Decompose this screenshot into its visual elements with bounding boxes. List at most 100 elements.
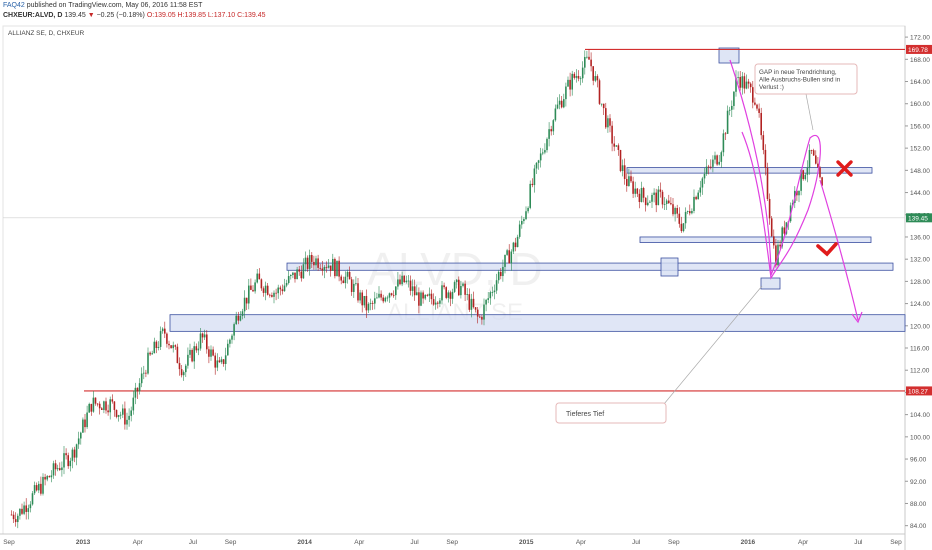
candle-body xyxy=(195,346,198,351)
candle-body xyxy=(659,189,662,192)
projection-arrow-line xyxy=(819,179,859,321)
candle-body xyxy=(180,369,183,376)
candle-body xyxy=(306,257,309,269)
x-tick-label: Jul xyxy=(189,539,198,546)
candle-body xyxy=(25,505,27,512)
price-tag xyxy=(906,44,932,54)
trend-annotation-curve xyxy=(729,59,821,280)
candle-body xyxy=(155,341,158,349)
candle-body xyxy=(289,275,292,277)
candle-body xyxy=(184,365,187,373)
price-tag-label: 139.45 xyxy=(908,215,928,222)
tieferes-tief-label: Tieferes Tief xyxy=(566,411,604,418)
candle-body xyxy=(279,287,282,290)
candle-body xyxy=(302,264,305,279)
candle-body xyxy=(691,210,693,214)
candle-body xyxy=(294,272,296,280)
y-tick-label: 84.00 xyxy=(910,523,927,530)
candle-body xyxy=(79,432,82,439)
candle-body xyxy=(680,223,683,232)
candle-body xyxy=(535,162,538,169)
candle-body xyxy=(476,309,479,317)
candle-body xyxy=(667,200,670,204)
candle-body xyxy=(212,349,214,356)
candle-body xyxy=(531,183,534,186)
candle-body xyxy=(434,302,437,305)
candle-body xyxy=(541,152,544,154)
candle-body xyxy=(510,251,513,264)
x-tick-label: Jul xyxy=(632,539,641,546)
candle-body xyxy=(243,297,246,312)
candle-body xyxy=(619,149,622,171)
candle-body xyxy=(308,255,311,269)
candle-body xyxy=(94,397,97,404)
candle-body xyxy=(138,383,141,392)
candle-body xyxy=(142,372,145,374)
candle-body xyxy=(600,103,603,105)
candle-body xyxy=(455,279,458,283)
candle-body xyxy=(275,292,277,294)
price-tag-label: 169.78 xyxy=(908,47,928,54)
candle-body xyxy=(56,468,59,470)
author-link[interactable]: FAQ42 xyxy=(3,2,25,9)
candle-body xyxy=(350,279,353,292)
y-tick-label: 120.00 xyxy=(910,323,930,330)
candle-body xyxy=(449,292,452,299)
change-arrow-icon: ▼ xyxy=(87,12,95,19)
candle-body xyxy=(247,285,250,304)
highlight-box xyxy=(760,277,781,290)
candle-body xyxy=(325,266,328,268)
x-tick-label: Jul xyxy=(410,539,419,546)
candle-body xyxy=(502,266,504,277)
candle-body xyxy=(783,227,786,234)
candle-body xyxy=(363,295,366,306)
candle-body xyxy=(607,118,609,128)
candle-body xyxy=(376,297,378,299)
candle-body xyxy=(54,463,57,470)
candle-body xyxy=(296,269,298,280)
candle-body xyxy=(380,293,382,298)
candle-body xyxy=(90,403,93,412)
y-tick-label: 124.00 xyxy=(910,301,930,308)
candle-body xyxy=(67,455,69,467)
candle-body xyxy=(132,397,135,411)
candle-body xyxy=(405,280,408,283)
candle-body xyxy=(321,268,324,271)
candle-body xyxy=(10,514,13,516)
candle-body xyxy=(628,176,630,187)
candle-body xyxy=(733,91,735,106)
candle-body xyxy=(462,283,464,286)
candle-body xyxy=(693,196,695,211)
candle-body xyxy=(663,203,666,205)
candle-body xyxy=(709,166,712,168)
highlight-box xyxy=(718,47,740,64)
candle-body xyxy=(96,403,99,405)
candle-body xyxy=(233,324,235,336)
candle-body xyxy=(625,178,628,187)
candle-body xyxy=(432,299,435,305)
candle-body xyxy=(386,297,389,299)
gap-note-line: Alle Ausbruchs-Bullen sind in xyxy=(759,77,841,84)
candle-body xyxy=(499,271,502,277)
candle-body xyxy=(814,155,817,164)
gap-note-line: GAP in neue Trendrichtung, xyxy=(759,69,837,76)
candle-body xyxy=(817,163,819,168)
candle-body xyxy=(770,218,773,237)
candle-body xyxy=(174,345,177,347)
candle-body xyxy=(71,449,74,461)
candle-body xyxy=(151,353,153,355)
candle-body xyxy=(575,75,578,78)
candle-body xyxy=(806,167,809,175)
candle-body xyxy=(27,508,30,512)
candle-body xyxy=(586,56,588,58)
candle-body xyxy=(334,258,336,277)
candle-body xyxy=(598,80,601,104)
candle-body xyxy=(178,363,181,370)
candle-body xyxy=(191,349,193,362)
candle-body xyxy=(365,295,368,311)
candle-body xyxy=(361,292,363,306)
candle-body xyxy=(153,341,156,354)
candle-body xyxy=(315,258,317,266)
candle-body xyxy=(506,250,508,255)
